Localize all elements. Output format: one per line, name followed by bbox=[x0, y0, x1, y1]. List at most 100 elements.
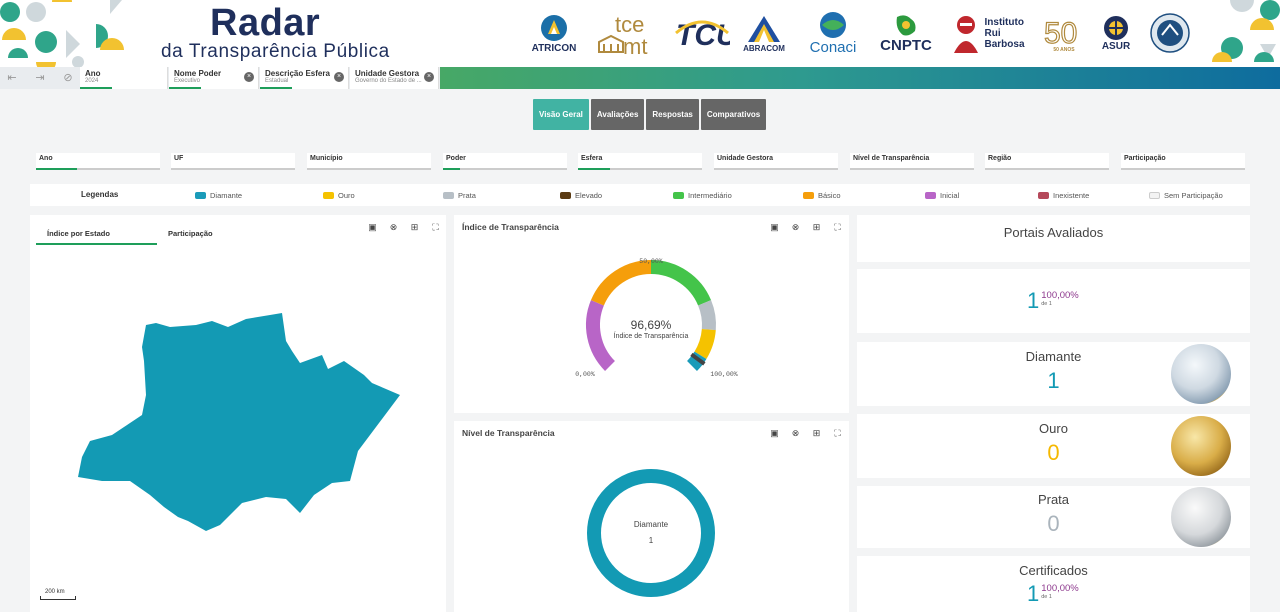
conaci-logo-icon bbox=[818, 11, 848, 39]
close-icon[interactable]: × bbox=[424, 72, 434, 82]
irb-logo-icon bbox=[950, 13, 982, 53]
filter-select-uf[interactable]: UF bbox=[171, 153, 295, 170]
asur-logo-icon bbox=[1103, 15, 1129, 41]
gauge-band-intermediario bbox=[651, 267, 705, 303]
gauge-max-label: 100,00% bbox=[710, 371, 737, 378]
cnptc-logo-icon bbox=[891, 13, 921, 37]
clear-filters-icon[interactable]: ⊘ bbox=[60, 70, 76, 86]
gauge-band-prata bbox=[705, 303, 709, 330]
active-filters-bar: ⇤ ⇥ ⊘ Ano 2024 Nome Poder Executivo × De… bbox=[0, 67, 1280, 89]
gauge-band-ouro bbox=[700, 330, 708, 356]
filter-select-unidade-gestora[interactable]: Unidade Gestora bbox=[714, 153, 838, 170]
tcu-logo-icon: TCU bbox=[674, 13, 730, 53]
legend-item-inexistente: Inexistente bbox=[1038, 191, 1089, 200]
tab-indice-por-estado[interactable]: Índice por Estado bbox=[47, 229, 110, 238]
filter-select-nivel-transparencia[interactable]: Nível de Transparência bbox=[850, 153, 974, 170]
tab-respostas[interactable]: Respostas bbox=[646, 99, 698, 130]
certificados-percent: 100,00% bbox=[1041, 583, 1079, 594]
portais-total: 1 100,00% de 1 bbox=[1027, 290, 1079, 312]
filter-select-label: Região bbox=[988, 155, 1011, 162]
filter-select-participacao[interactable]: Participação bbox=[1121, 153, 1245, 170]
diamond-seal-icon bbox=[1171, 344, 1231, 404]
filter-chip-descricao-esfera[interactable]: Descrição Esfera Estadual × bbox=[260, 67, 349, 89]
legend-item-sem-participacao: Sem Participação bbox=[1149, 191, 1223, 200]
map-card: ▣ ⊗ ⊞ ⛶ Índice por Estado Participação 2… bbox=[30, 215, 446, 612]
image-export-icon[interactable]: ▣ bbox=[367, 222, 378, 233]
close-icon[interactable]: × bbox=[334, 72, 344, 82]
tab-visao-geral[interactable]: Visão Geral bbox=[533, 99, 589, 130]
logo-subtitle: da Transparência Pública bbox=[161, 41, 390, 63]
certificados-card: Certificados 1 100,00% de 1 bbox=[857, 556, 1250, 612]
filter-select-label: Nível de Transparência bbox=[853, 155, 929, 162]
legend-label: Diamante bbox=[210, 191, 242, 200]
filter-select-poder[interactable]: Poder bbox=[443, 153, 567, 170]
donut-chart: Diamante 1 bbox=[454, 421, 849, 612]
partner-atricon-label: ATRICON bbox=[532, 43, 577, 54]
partner-50-anos: 50 50 ANOS bbox=[1044, 8, 1084, 58]
gauge-value-label: Índice de Transparência bbox=[614, 331, 689, 340]
legend-swatch bbox=[925, 192, 936, 199]
donut-center-value: 1 bbox=[649, 536, 654, 545]
filter-chip-label: Ano bbox=[85, 69, 162, 78]
gauge-band-inicial bbox=[593, 303, 610, 366]
svg-text:mt: mt bbox=[623, 34, 647, 56]
certificados-title: Certificados bbox=[857, 563, 1250, 578]
table-view-icon[interactable]: ⊞ bbox=[409, 222, 420, 233]
filter-chip-value: Executivo bbox=[174, 78, 253, 84]
gauge-band-basico bbox=[597, 267, 651, 303]
partner-cnptc: CNPTC bbox=[876, 8, 936, 58]
tab-avaliacoes[interactable]: Avaliações bbox=[591, 99, 645, 130]
legend-swatch bbox=[1149, 192, 1160, 199]
portais-total-card: 1 100,00% de 1 bbox=[857, 269, 1250, 333]
main-tabs: Visão Geral Avaliações Respostas Compara… bbox=[533, 99, 766, 130]
donut-slice-diamante[interactable] bbox=[594, 476, 708, 590]
back-icon[interactable]: ⇤ bbox=[4, 70, 20, 86]
legend-label: Ouro bbox=[338, 191, 355, 200]
portais-avaliados-title: Portais Avaliados bbox=[857, 225, 1250, 240]
legend-title: Legendas bbox=[81, 190, 118, 199]
atricon-logo-icon bbox=[539, 13, 569, 43]
filter-chip-label: Nome Poder bbox=[174, 69, 253, 78]
map-scale-bar bbox=[40, 596, 76, 600]
abracom-logo-icon bbox=[744, 14, 784, 44]
portais-avaliados-card: Portais Avaliados bbox=[857, 215, 1250, 262]
legend-label: Elevado bbox=[575, 191, 602, 200]
legend-swatch bbox=[803, 192, 814, 199]
active-subtab-indicator bbox=[36, 243, 157, 245]
filter-select-esfera[interactable]: Esfera bbox=[578, 153, 702, 170]
filter-chip-unidade-gestora[interactable]: Unidade Gestora Governo do Estado de ...… bbox=[350, 67, 439, 89]
filter-select-regiao[interactable]: Região bbox=[985, 153, 1109, 170]
partner-tce-mt: tce mt bbox=[596, 8, 660, 58]
legend: Legendas Diamante Ouro Prata Elevado Int… bbox=[30, 184, 1250, 206]
legend-item-inicial: Inicial bbox=[925, 191, 959, 200]
partner-irb: Instituto Rui Barbosa bbox=[948, 8, 1044, 58]
filter-select-label: UF bbox=[174, 155, 183, 162]
filter-select-municipio[interactable]: Município bbox=[307, 153, 431, 170]
filter-chip-value: 2024 bbox=[85, 78, 162, 84]
forward-icon[interactable]: ⇥ bbox=[32, 70, 48, 86]
legend-swatch bbox=[323, 192, 334, 199]
legend-label: Básico bbox=[818, 191, 841, 200]
gauge-chart: 96,69% Índice de Transparência 50,00% 0,… bbox=[454, 215, 849, 413]
legend-swatch bbox=[195, 192, 206, 199]
filter-chip-ano[interactable]: Ano 2024 bbox=[80, 67, 168, 89]
gold-seal-icon bbox=[1171, 416, 1231, 476]
filter-chip-nome-poder[interactable]: Nome Poder Executivo × bbox=[169, 67, 259, 89]
legend-label: Inicial bbox=[940, 191, 959, 200]
close-icon[interactable]: × bbox=[244, 72, 254, 82]
filter-select-fill bbox=[578, 168, 610, 170]
filter-select-label: Esfera bbox=[581, 155, 602, 162]
close-icon[interactable]: ⊗ bbox=[388, 222, 399, 233]
legend-label: Inexistente bbox=[1053, 191, 1089, 200]
gauge-mid-label: 50,00% bbox=[639, 258, 663, 265]
fullscreen-icon[interactable]: ⛶ bbox=[430, 222, 441, 233]
donut-card: Nível de Transparência ▣ ⊗ ⊞ ⛶ Diamante … bbox=[454, 421, 849, 612]
tab-comparativos[interactable]: Comparativos bbox=[701, 99, 766, 130]
filter-select-ano[interactable]: Ano bbox=[36, 153, 160, 170]
state-map[interactable] bbox=[60, 285, 440, 555]
state-shape[interactable] bbox=[78, 313, 400, 531]
filter-select-label: Poder bbox=[446, 155, 466, 162]
legend-item-prata: Prata bbox=[443, 191, 476, 200]
tab-participacao[interactable]: Participação bbox=[168, 229, 213, 238]
legend-item-basico: Básico bbox=[803, 191, 841, 200]
